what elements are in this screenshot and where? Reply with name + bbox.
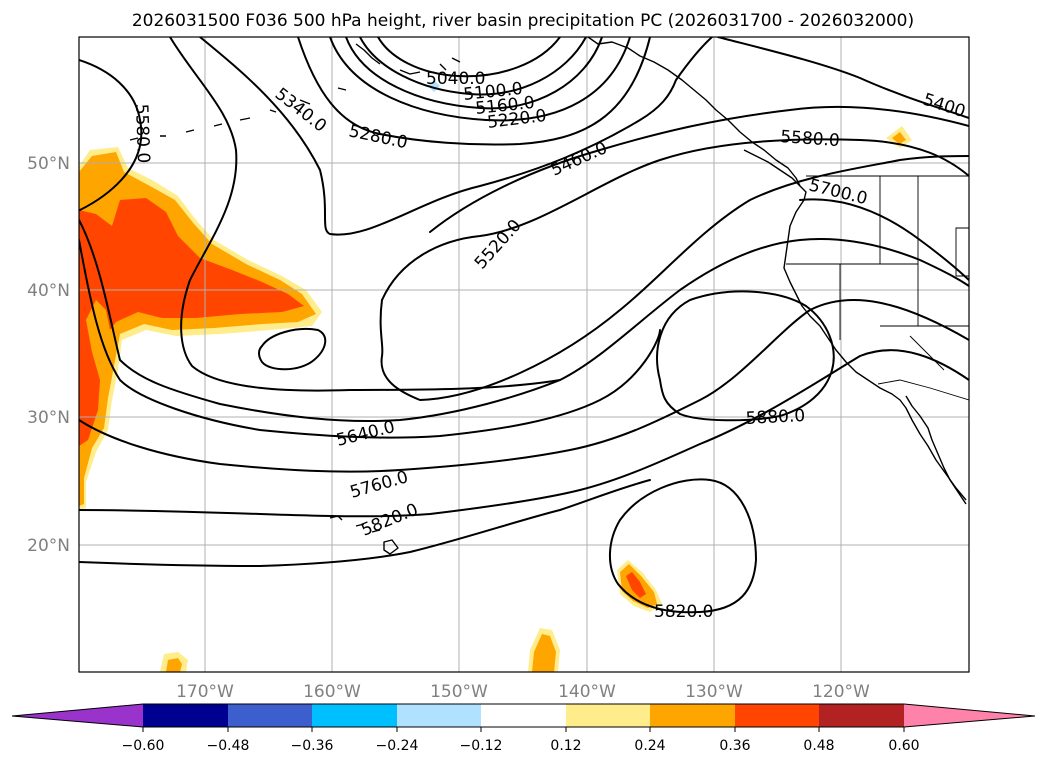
lat-label-40n: 40°N — [27, 281, 70, 301]
colorbar-arrow-high — [904, 704, 1035, 727]
coast-alaska-bc — [587, 37, 807, 201]
colorbar-label-024: 0.24 — [634, 738, 665, 754]
precip-bottom-left-orange — [166, 658, 182, 672]
lon-label-160w: 160°W — [303, 682, 361, 702]
contour-5520 — [381, 138, 969, 301]
lon-labels: 170°W 160°W 150°W 140°W 130°W 120°W — [176, 682, 870, 702]
colorbar-label-neg060: −0.60 — [122, 738, 165, 754]
colorbar-bin-024-036 — [650, 704, 735, 727]
contour-5820-southloop — [608, 478, 757, 614]
precip-shading — [79, 80, 912, 672]
colorbar-bin-neg060-neg048 — [143, 704, 228, 727]
colorbar-bin-012-024 — [566, 704, 650, 727]
coast-islands-alaska — [129, 43, 461, 141]
colorbar-bin-neg036-neg024 — [312, 704, 397, 727]
contour-5580-west — [79, 59, 143, 211]
precip-bottom-orange — [532, 634, 556, 672]
contour-label-5040: 5040.0 — [426, 69, 485, 89]
contour-5280 — [297, 37, 651, 146]
contour-5220 — [329, 37, 631, 122]
colorbar: −0.60 −0.48 −0.36 −0.24 −0.12 0.12 0.24 … — [11, 703, 1036, 754]
map-panel: 5040.0 5100.0 5160.0 5220.0 5280.0 5340.… — [78, 36, 970, 673]
colorbar-label-048: 0.48 — [803, 738, 834, 754]
coast-baja — [905, 395, 967, 505]
figure-title: 2026031500 F036 500 hPa height, river ba… — [132, 11, 914, 31]
contour-5100 — [359, 37, 587, 96]
contour-5880 — [656, 290, 835, 422]
border-us-mexico — [877, 379, 969, 401]
contour-5040 — [377, 37, 561, 78]
contour-5640 — [79, 219, 969, 423]
lon-label-130w: 130°W — [685, 682, 743, 702]
colorbar-label-neg036: −0.36 — [291, 738, 334, 754]
colorbar-label-neg012: −0.12 — [460, 738, 503, 754]
lon-label-170w: 170°W — [176, 682, 234, 702]
map-frame — [78, 36, 970, 673]
colorbar-bin-036-048 — [735, 704, 819, 727]
precip-west-red — [79, 198, 304, 446]
contour-5580-east — [379, 155, 969, 401]
colorbar-label-neg048: −0.48 — [207, 738, 250, 754]
lat-label-50n: 50°N — [27, 154, 70, 174]
coastlines — [129, 37, 969, 555]
contour-5580-loop — [169, 37, 561, 392]
contour-5340 — [199, 37, 713, 236]
contour-5700 — [79, 198, 969, 439]
colorbar-bin-neg048-neg036 — [228, 704, 312, 727]
contour-5880-small-loop — [258, 328, 327, 371]
colorbar-label-036: 0.36 — [719, 738, 750, 754]
contour-5400 — [717, 37, 969, 119]
colorbar-tick-labels: −0.60 −0.48 −0.36 −0.24 −0.12 0.12 0.24 … — [122, 738, 920, 754]
lon-label-140w: 140°W — [558, 682, 616, 702]
height-contours — [79, 37, 969, 614]
colorbar-arrow-low — [12, 704, 143, 727]
contour-label-5820-south: 5820.0 — [654, 602, 713, 622]
lon-label-150w: 150°W — [430, 682, 488, 702]
contour-5820-south — [79, 479, 651, 567]
colorbar-ticks — [142, 727, 905, 732]
coast-vancouver-island — [743, 149, 801, 187]
precip-idaho-orange — [892, 132, 906, 144]
border-states — [786, 176, 969, 371]
colorbar-bin-neg012-012 — [481, 704, 566, 727]
colorbar-label-neg024: −0.24 — [376, 738, 419, 754]
lat-label-30n: 30°N — [27, 408, 70, 428]
lat-labels: 50°N 40°N 30°N 20°N — [27, 154, 70, 556]
lon-label-120w: 120°W — [812, 682, 870, 702]
colorbar-label-012: 0.12 — [550, 738, 581, 754]
contour-label-5580-west: 5580.0 — [131, 103, 153, 163]
coast-us-west — [783, 199, 967, 501]
colorbar-bin-048-060 — [819, 704, 904, 727]
contour-5460 — [429, 105, 969, 233]
precip-hawaii-south-red — [626, 572, 646, 598]
colorbar-label-060: 0.60 — [888, 738, 919, 754]
contour-5820-north — [79, 349, 969, 518]
lat-label-20n: 20°N — [27, 536, 70, 556]
contour-label-5580-east: 5580.0 — [780, 127, 841, 151]
colorbar-bin-neg024-neg012 — [397, 704, 481, 727]
contour-label-5880: 5880.0 — [745, 406, 805, 429]
contour-5160 — [345, 37, 603, 110]
